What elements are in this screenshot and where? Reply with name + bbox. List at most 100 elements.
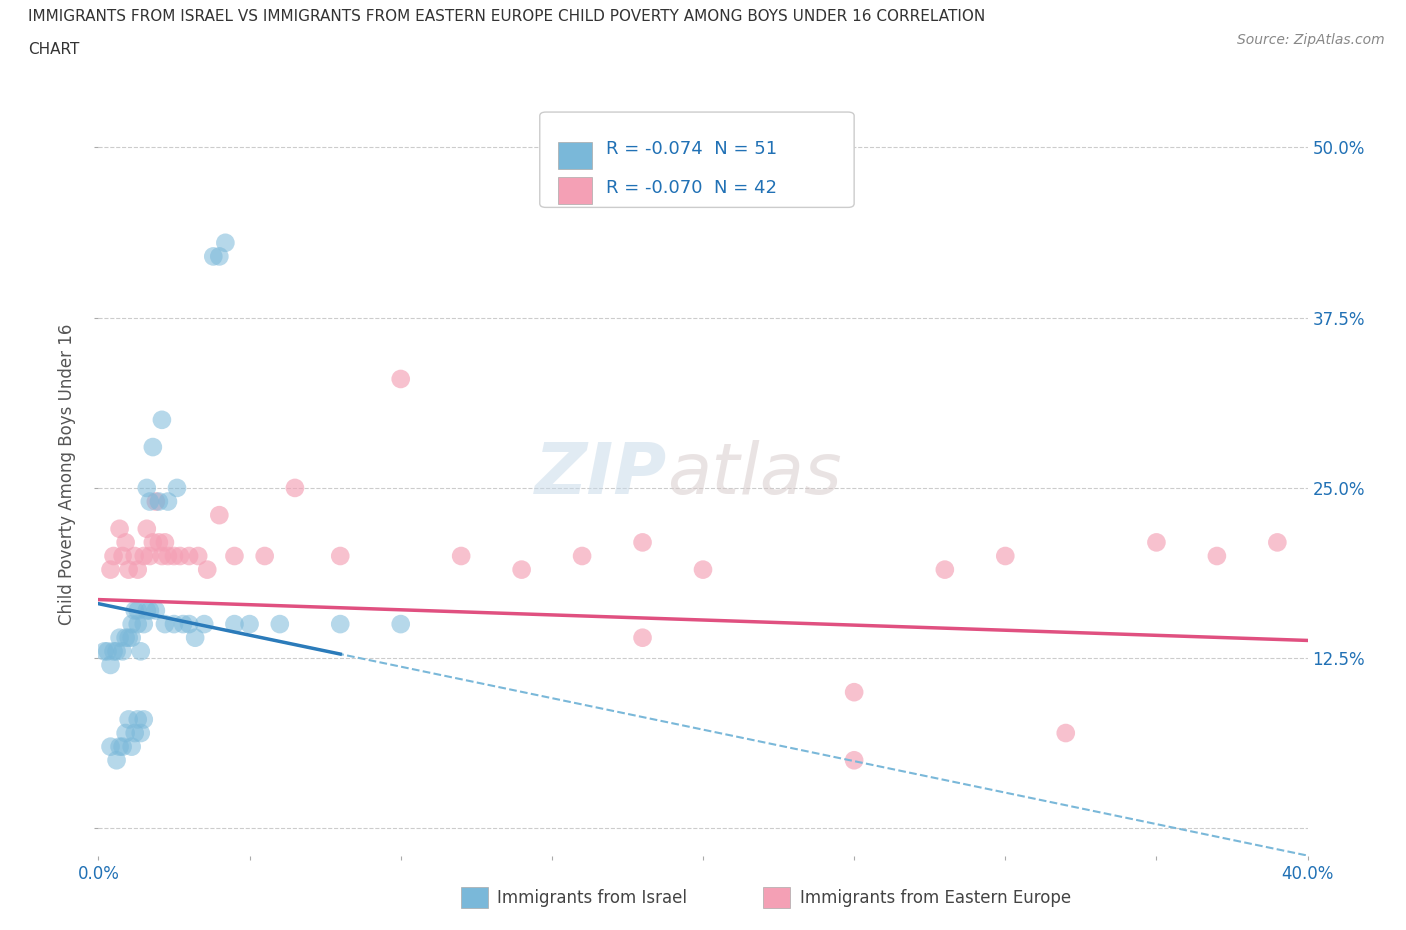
Point [111, 549, 134, 564]
Point [269, 617, 291, 631]
Point [129, 725, 152, 740]
Point [214, 235, 236, 250]
Point [184, 631, 207, 645]
Point [103, 644, 125, 658]
Point [124, 725, 146, 740]
Point [934, 562, 956, 577]
Text: atlas: atlas [666, 440, 841, 509]
Point [224, 617, 246, 631]
Text: CHART: CHART [28, 42, 80, 57]
Point [172, 617, 194, 631]
Point [111, 739, 134, 754]
Point [692, 562, 714, 577]
Point [118, 562, 141, 577]
Point [253, 549, 276, 564]
Point [132, 617, 155, 631]
Point [150, 549, 173, 564]
Point [153, 535, 176, 550]
Point [169, 549, 191, 564]
Text: Immigrants from Eastern Europe: Immigrants from Eastern Europe [800, 888, 1071, 907]
Text: R = -0.070  N = 42: R = -0.070 N = 42 [606, 179, 778, 197]
Point [179, 549, 201, 564]
Point [239, 617, 262, 631]
Point [166, 481, 188, 496]
Point [631, 535, 654, 550]
Point [844, 753, 866, 768]
Point [93, 644, 115, 658]
Y-axis label: Child Poverty Among Boys Under 16: Child Poverty Among Boys Under 16 [58, 324, 76, 625]
Point [139, 494, 162, 509]
Point [121, 631, 143, 645]
Point [124, 603, 146, 618]
Text: Source: ZipAtlas.com: Source: ZipAtlas.com [1237, 33, 1385, 46]
Bar [558, 177, 592, 204]
Point [135, 522, 157, 537]
Point [224, 549, 246, 564]
Point [1267, 535, 1289, 550]
Point [121, 617, 143, 631]
Point [202, 249, 225, 264]
Point [994, 549, 1017, 564]
Point [114, 725, 136, 740]
Point [132, 712, 155, 727]
Point [135, 603, 157, 618]
Point [571, 549, 593, 564]
Point [1054, 725, 1077, 740]
Point [284, 481, 307, 496]
Point [389, 371, 412, 387]
Point [145, 494, 167, 509]
Point [142, 440, 165, 455]
Point [389, 617, 412, 631]
Point [195, 562, 218, 577]
Point [127, 562, 149, 577]
Point [114, 631, 136, 645]
Point [103, 549, 125, 564]
Point [127, 603, 149, 618]
Point [156, 494, 179, 509]
Point [329, 617, 352, 631]
Point [121, 739, 143, 754]
Point [135, 481, 157, 496]
Point [114, 535, 136, 550]
Point [179, 617, 201, 631]
Text: Immigrants from Israel: Immigrants from Israel [498, 888, 688, 907]
Point [100, 739, 122, 754]
Point [163, 549, 186, 564]
Point [1206, 549, 1229, 564]
Point [510, 562, 533, 577]
Point [118, 631, 141, 645]
Text: ZIP: ZIP [534, 440, 666, 509]
Point [127, 712, 149, 727]
Point [100, 562, 122, 577]
Point [1144, 535, 1167, 550]
Point [96, 644, 118, 658]
Point [108, 739, 131, 754]
Text: R = -0.074  N = 51: R = -0.074 N = 51 [606, 140, 778, 158]
Point [329, 549, 352, 564]
Point [163, 617, 186, 631]
Point [148, 535, 170, 550]
Point [139, 603, 162, 618]
Point [145, 603, 167, 618]
Point [148, 494, 170, 509]
Bar [461, 887, 488, 909]
Point [108, 522, 131, 537]
Bar [558, 142, 592, 168]
Point [150, 412, 173, 427]
Text: IMMIGRANTS FROM ISRAEL VS IMMIGRANTS FROM EASTERN EUROPE CHILD POVERTY AMONG BOY: IMMIGRANTS FROM ISRAEL VS IMMIGRANTS FRO… [28, 9, 986, 24]
Point [208, 249, 231, 264]
Point [156, 549, 179, 564]
Point [129, 644, 152, 658]
Point [450, 549, 472, 564]
Point [139, 549, 162, 564]
Point [127, 617, 149, 631]
Point [118, 712, 141, 727]
Point [105, 644, 128, 658]
Point [132, 549, 155, 564]
Point [631, 631, 654, 645]
Point [108, 631, 131, 645]
Point [124, 549, 146, 564]
Point [105, 753, 128, 768]
FancyBboxPatch shape [540, 113, 855, 207]
Point [111, 644, 134, 658]
